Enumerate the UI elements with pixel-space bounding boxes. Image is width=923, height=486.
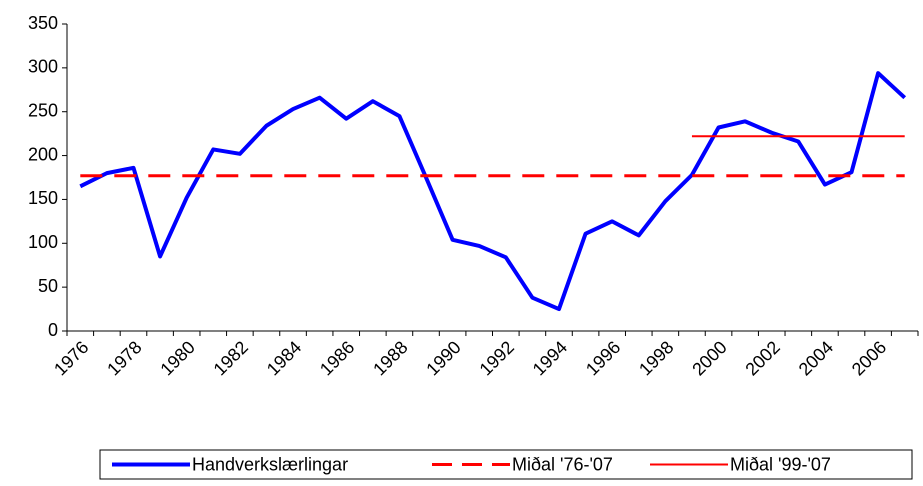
x-tick-label: 1998 xyxy=(635,337,677,379)
series-line xyxy=(79,71,907,312)
y-tick-label: 50 xyxy=(38,276,58,296)
x-tick-label: 1976 xyxy=(50,337,92,379)
x-tick-label: 1980 xyxy=(156,337,198,379)
x-tick-label: 2002 xyxy=(741,337,783,379)
y-tick-label: 150 xyxy=(28,188,58,208)
legend-label: Handverkslærlingar xyxy=(192,454,348,474)
x-tick-label: 1994 xyxy=(529,337,571,379)
legend-label: Miðal '76-'07 xyxy=(512,454,613,474)
x-tick-label: 1990 xyxy=(422,337,464,379)
legend-label: Miðal '99-'07 xyxy=(730,454,831,474)
y-tick-label: 0 xyxy=(48,320,58,340)
x-tick-label: 1982 xyxy=(210,337,252,379)
y-tick-label: 300 xyxy=(28,57,58,77)
x-tick-label: 1996 xyxy=(582,337,624,379)
x-tick-label: 2000 xyxy=(688,337,730,379)
x-tick-label: 1984 xyxy=(263,337,305,379)
x-tick-label: 1992 xyxy=(476,337,518,379)
x-tick-label: 2006 xyxy=(848,337,890,379)
x-tick-label: 2004 xyxy=(795,337,837,379)
y-tick-label: 250 xyxy=(28,100,58,120)
x-tick-label: 1978 xyxy=(103,337,145,379)
x-tick-label: 1986 xyxy=(316,337,358,379)
x-tick-label: 1988 xyxy=(369,337,411,379)
y-tick-label: 100 xyxy=(28,232,58,252)
y-tick-label: 200 xyxy=(28,144,58,164)
y-tick-label: 350 xyxy=(28,13,58,33)
